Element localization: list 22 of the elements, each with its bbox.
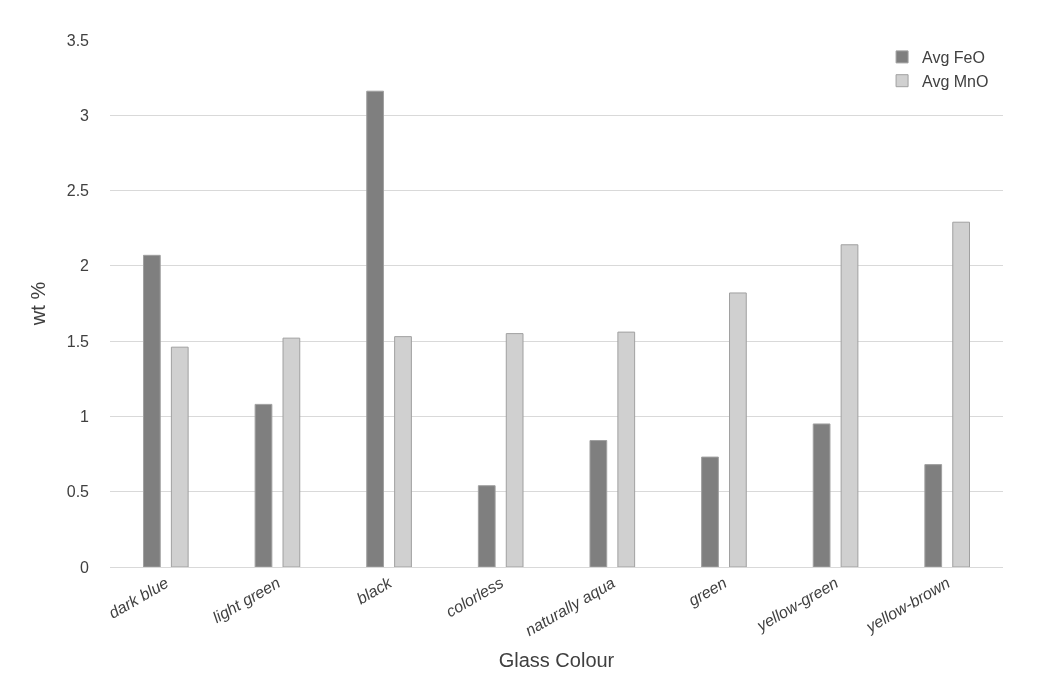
bar: [477, 485, 496, 567]
y-tick-label: 3: [80, 106, 90, 124]
y-tick-label: 1.5: [66, 332, 90, 350]
y-tick-label: 2.5: [66, 182, 90, 200]
bar: [254, 403, 273, 567]
x-axis-title: Glass Colour: [498, 649, 615, 672]
y-tick-label: 1: [80, 408, 90, 426]
y-tick-label: 0.5: [66, 483, 90, 501]
bar: [589, 440, 608, 567]
bar: [142, 254, 161, 567]
y-tick-label: 0: [80, 558, 90, 576]
bar: [812, 423, 831, 567]
bar: [366, 90, 384, 567]
legend-label: Avg FeO: [922, 49, 985, 67]
bar: [924, 464, 943, 567]
y-tick-label: 3.5: [66, 31, 90, 49]
legend-label: Avg MnO: [922, 72, 989, 90]
y-tick-label: 2: [80, 257, 90, 275]
x-tick-label: black: [353, 573, 396, 608]
y-axis-title: wt %: [27, 281, 50, 327]
bar: [701, 456, 719, 567]
x-tick-label: dark blue: [105, 573, 172, 622]
